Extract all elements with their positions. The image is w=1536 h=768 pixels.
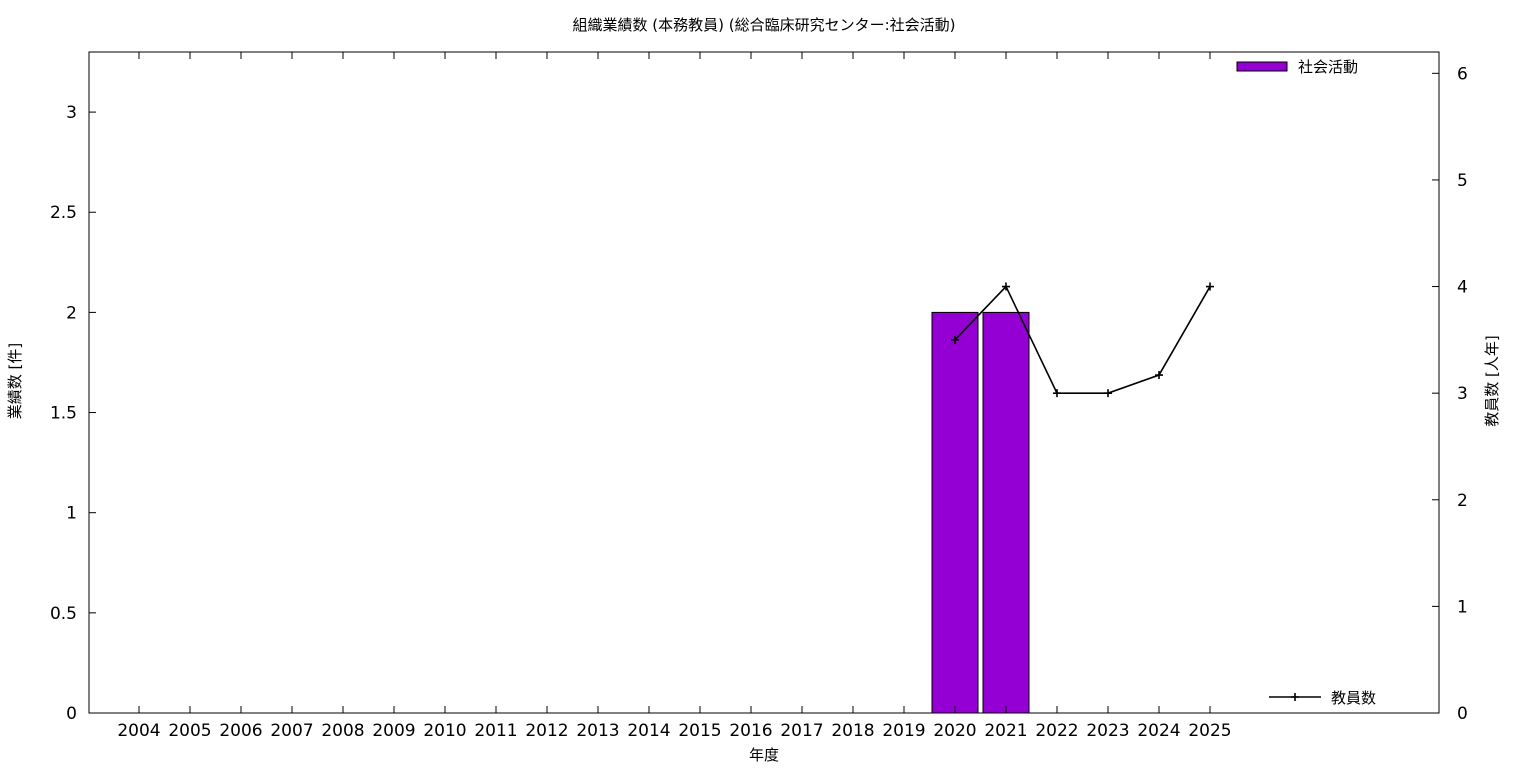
y2-tick-label: 4 [1457, 278, 1468, 298]
x-tick-label: 2023 [1086, 721, 1129, 741]
x-tick-label: 2005 [168, 721, 211, 741]
y-tick-label: 0 [66, 704, 77, 724]
line-layer [951, 282, 1214, 398]
x-tick-label: 2025 [1188, 721, 1231, 741]
x-tick-label: 2010 [423, 721, 466, 741]
y-tick-label: 1.5 [50, 404, 77, 424]
y2-tick-label: 5 [1457, 171, 1468, 191]
x-tick-label: 2022 [1035, 721, 1078, 741]
x-tick-label: 2006 [219, 721, 262, 741]
x-tick-label: 2012 [525, 721, 568, 741]
staff-count-point [1155, 371, 1163, 380]
x-tick-label: 2008 [321, 721, 364, 741]
y2-tick-label: 2 [1457, 491, 1468, 511]
staff-count-point [1104, 389, 1112, 398]
y2-tick-label: 3 [1457, 384, 1468, 404]
y2-tick-label: 1 [1457, 597, 1468, 617]
x-tick-label: 2014 [627, 721, 670, 741]
y2-tick-label: 6 [1457, 64, 1468, 84]
x-tick-label: 2018 [831, 721, 874, 741]
y-tick-label: 3 [66, 103, 77, 123]
x-tick-label: 2015 [678, 721, 721, 741]
x-tick-label: 2017 [780, 721, 823, 741]
staff-count-point [1053, 389, 1061, 398]
bar [982, 311, 1030, 714]
plot-frame [88, 51, 1440, 714]
y2-axis-label: 教員数 [人年] [1483, 335, 1501, 426]
staff-count-line [954, 285, 1211, 394]
x-tick-label: 2009 [372, 721, 415, 741]
y-tick-label: 2.5 [50, 203, 77, 223]
y-tick-label: 2 [66, 303, 77, 323]
legend-label-staff: 教員数 [1331, 689, 1376, 707]
y-tick-label: 1 [66, 504, 77, 524]
y-tick-label: 0.5 [50, 604, 77, 624]
y-axis-label: 業績数 [件] [6, 343, 24, 419]
chart-title: 組織業績数 (本務教員) (総合臨床研究センター:社会活動) [572, 16, 955, 34]
bar [931, 311, 979, 714]
x-tick-label: 2011 [474, 721, 517, 741]
x-tick-label: 2020 [933, 721, 976, 741]
x-tick-label: 2019 [882, 721, 925, 741]
legend-marker-staff [1291, 693, 1299, 701]
y2-tick-label: 0 [1457, 704, 1468, 724]
x-tick-label: 2004 [117, 721, 160, 741]
bars-layer [931, 311, 1030, 714]
x-tick-label: 2013 [576, 721, 619, 741]
axes-layer: 2004 2005 2006 2007 2008 2009 2010 2011 2012 2013… [50, 51, 1468, 741]
x-axis-label: 年度 [749, 746, 779, 764]
staff-count-point [1206, 282, 1214, 291]
staff-count-point [951, 335, 959, 344]
x-tick-label: 2016 [729, 721, 772, 741]
legend-swatch-activity [1236, 61, 1288, 72]
x-tick-label: 2021 [984, 721, 1027, 741]
x-tick-label: 2007 [270, 721, 313, 741]
legend-label-activity: 社会活動 [1298, 58, 1358, 76]
x-tick-label: 2024 [1137, 721, 1180, 741]
staff-count-point [1002, 282, 1010, 291]
